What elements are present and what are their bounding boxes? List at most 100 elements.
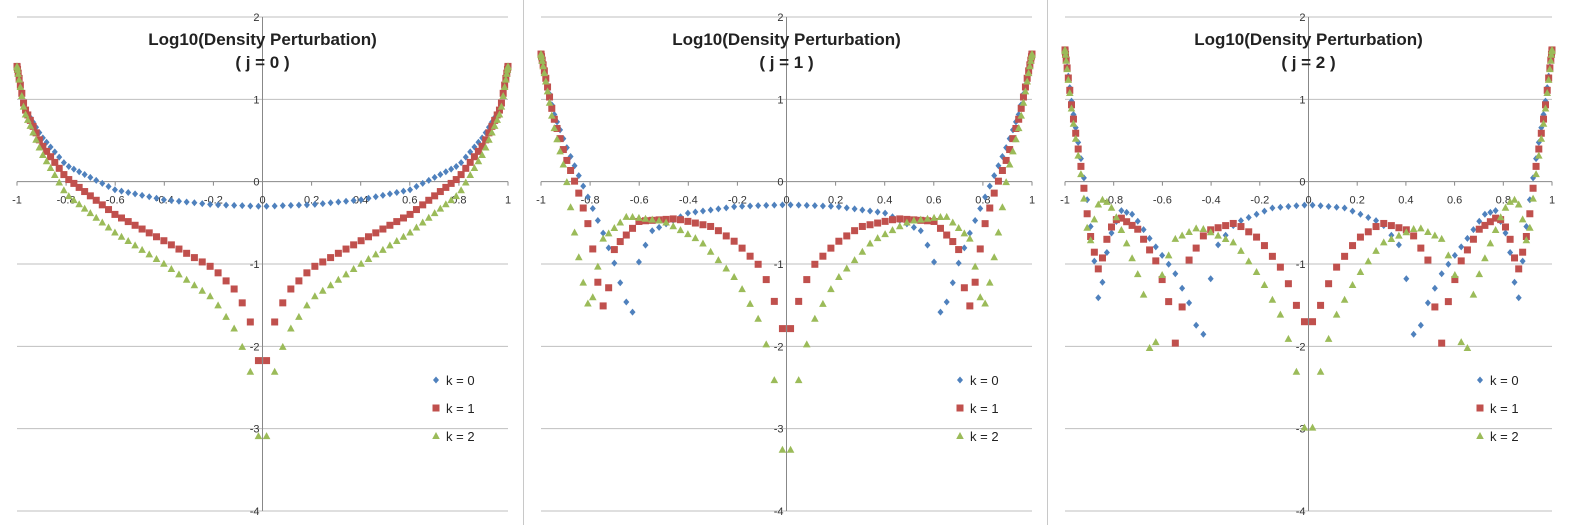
data-point-k0: [183, 198, 190, 206]
data-point-k2: [588, 293, 597, 301]
data-point-k2: [39, 151, 47, 159]
data-point-k0: [715, 205, 722, 213]
data-point-k0: [1458, 243, 1465, 251]
data-point-k0: [1365, 213, 1372, 221]
data-point-k1: [32, 129, 40, 137]
data-point-k0: [1207, 275, 1214, 283]
data-point-k1: [629, 224, 637, 232]
data-point-k0: [1403, 275, 1410, 283]
data-point-k1: [1515, 265, 1523, 273]
data-point-k0: [1277, 203, 1284, 211]
data-point-k0: [699, 207, 706, 215]
data-point-k1: [131, 221, 139, 229]
data-point-k0: [1245, 213, 1252, 221]
data-point-k2: [254, 432, 263, 440]
data-point-k0: [223, 201, 230, 209]
data-point-k1: [1501, 223, 1509, 231]
data-point-k2: [457, 186, 465, 194]
data-point-k1: [1395, 224, 1403, 232]
data-point-k1: [118, 214, 126, 222]
data-point-k1: [92, 196, 100, 204]
data-point-k1: [364, 233, 372, 241]
data-point-k1: [183, 249, 191, 257]
chart-title: Log10(Density Perturbation): [1194, 30, 1423, 49]
data-point-k2: [1364, 257, 1373, 265]
data-point-k2: [26, 121, 35, 129]
data-point-k0: [1293, 202, 1300, 210]
data-point-k0: [843, 204, 850, 212]
y-tick-label: -4: [774, 506, 784, 518]
data-point-k0: [859, 206, 866, 214]
data-point-k2: [1409, 224, 1418, 232]
data-point-k1: [43, 147, 51, 155]
data-point-k2: [538, 56, 547, 64]
data-point-k2: [1112, 213, 1121, 221]
data-point-k1: [399, 214, 407, 222]
y-tick-label: -1: [250, 259, 260, 271]
data-point-k0: [319, 200, 326, 208]
data-point-k0: [231, 201, 238, 209]
data-point-k2: [1379, 238, 1388, 246]
data-point-k2: [930, 213, 938, 221]
data-point-k0: [1451, 251, 1458, 259]
data-point-k2: [1372, 246, 1380, 254]
data-point-k2: [246, 367, 255, 375]
data-point-k1: [722, 232, 730, 240]
data-point-k0: [1464, 234, 1471, 242]
data-point-k0: [1159, 251, 1166, 259]
data-point-k0: [649, 227, 656, 235]
data-point-k1: [105, 206, 113, 214]
data-point-k1: [1140, 235, 1148, 243]
x-tick-label: -1: [536, 195, 546, 207]
data-point-k0: [1285, 203, 1292, 211]
data-point-k0: [917, 227, 924, 235]
data-point-k1: [546, 93, 554, 101]
data-point-k0: [910, 223, 917, 231]
x-tick-label: -0.4: [1202, 195, 1221, 207]
data-point-k2: [478, 151, 486, 159]
data-point-k2: [466, 171, 475, 179]
data-point-k1: [1451, 276, 1459, 284]
data-point-k1: [238, 299, 246, 307]
data-point-k2: [858, 247, 867, 255]
data-point-k0: [153, 194, 160, 202]
x-tick-label: 1: [1549, 195, 1555, 207]
data-point-k1: [206, 262, 214, 270]
data-point-k2: [628, 212, 637, 220]
data-point-k2: [1023, 77, 1031, 85]
data-point-k2: [676, 226, 685, 234]
data-point-k1: [65, 176, 73, 184]
data-point-k1: [1117, 214, 1125, 222]
data-point-k1: [811, 260, 819, 268]
data-point-k2: [1026, 62, 1034, 70]
data-point-k0: [1502, 229, 1509, 237]
data-point-k2: [1017, 111, 1026, 119]
data-point-k1: [1178, 303, 1186, 311]
data-point-k2: [746, 299, 754, 307]
data-point-k0: [458, 159, 465, 167]
data-point-k2: [579, 278, 588, 286]
data-point-k2: [1518, 215, 1527, 223]
data-point-k2: [1463, 343, 1472, 351]
y-tick-label: -3: [250, 424, 260, 436]
data-point-k2: [182, 275, 191, 283]
x-tick-label: -0.4: [679, 195, 698, 207]
data-point-k2: [1522, 236, 1531, 244]
data-point-k0: [93, 176, 100, 184]
data-point-k1: [707, 222, 715, 230]
data-point-k2: [1260, 281, 1269, 289]
data-point-k2: [545, 98, 554, 106]
data-point-k2: [1469, 290, 1478, 298]
data-point-k2: [326, 281, 335, 289]
x-tick-label: 0.6: [1447, 195, 1462, 207]
x-tick-label: 0.4: [1398, 195, 1413, 207]
data-point-k0: [803, 201, 810, 209]
data-point-k2: [622, 212, 631, 220]
data-point-k2: [1061, 47, 1069, 55]
data-point-k1: [1006, 146, 1014, 154]
data-point-k0: [1179, 284, 1186, 292]
legend-label: k = 0: [446, 373, 475, 388]
data-point-k2: [1324, 334, 1333, 342]
data-point-k2: [50, 171, 59, 179]
data-point-k1: [553, 125, 561, 133]
